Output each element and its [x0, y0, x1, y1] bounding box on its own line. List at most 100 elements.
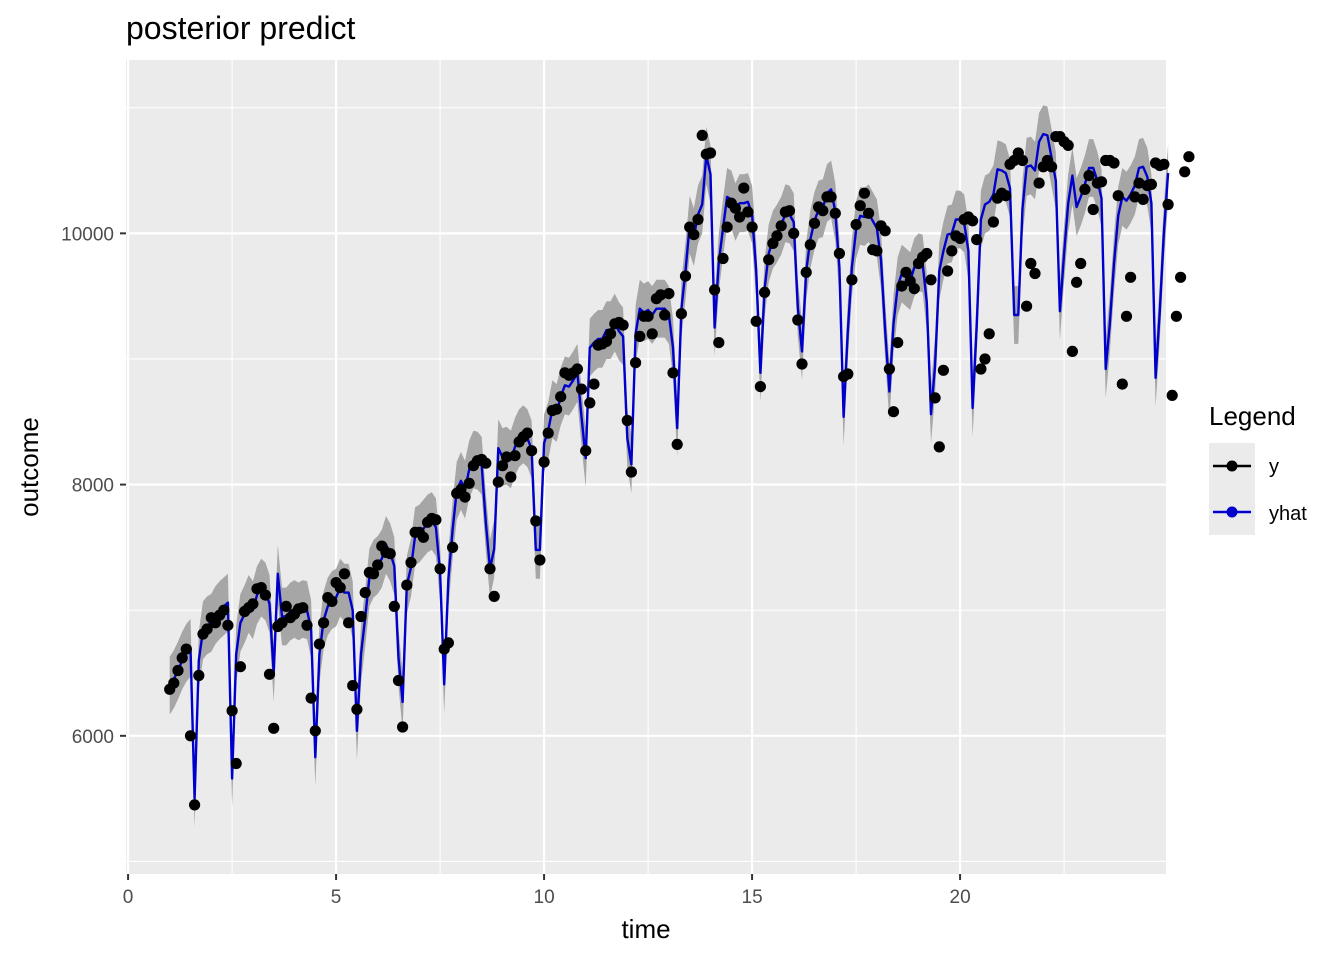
y-point [979, 353, 991, 365]
y-point [218, 604, 230, 616]
y-tick-label: 8000 [72, 476, 114, 497]
y-point [521, 427, 534, 439]
y-point [338, 568, 350, 580]
y-point [1137, 193, 1149, 205]
legend-title: Legend [1209, 401, 1296, 431]
y-point [309, 725, 321, 737]
legend-yhat-point [1226, 506, 1238, 518]
y-point [713, 337, 725, 349]
y-point [442, 637, 454, 649]
y-point [571, 363, 584, 375]
y-point [313, 638, 325, 650]
x-axis-title: time [621, 914, 670, 944]
y-point [854, 200, 866, 212]
y-point [259, 589, 271, 601]
y-point [858, 187, 871, 199]
y-point [575, 383, 588, 395]
y-point [268, 722, 280, 734]
y-point [887, 406, 900, 418]
y-point [301, 619, 313, 631]
y-point [883, 363, 896, 375]
y-point [326, 595, 338, 608]
y-point [617, 319, 629, 331]
x-axis: 0 5 10 15 20 [123, 874, 971, 908]
x-tick-label: 20 [950, 887, 971, 908]
y-point [492, 476, 504, 488]
y-point [833, 247, 846, 260]
y-point [1162, 198, 1174, 211]
x-tick-label: 5 [331, 887, 342, 908]
y-point [1062, 139, 1074, 151]
y-point [634, 330, 646, 342]
y-point [509, 450, 521, 462]
legend-key-y [1209, 443, 1255, 489]
y-point [372, 559, 384, 571]
y-point [796, 358, 808, 370]
y-point [230, 757, 242, 770]
y-point [937, 364, 950, 376]
y-point [397, 721, 409, 733]
y-point [775, 220, 787, 232]
y-point [804, 239, 816, 251]
y-point [1046, 161, 1058, 173]
y-point [792, 314, 804, 326]
y-point [971, 234, 983, 246]
y-point [226, 705, 238, 717]
y-point [488, 590, 500, 603]
y-point [1033, 177, 1045, 189]
y-point [351, 703, 363, 716]
y-point [297, 602, 309, 614]
y-point [1170, 310, 1182, 322]
y-point [1120, 310, 1133, 322]
y-point [1158, 158, 1170, 170]
y-point [987, 216, 1000, 228]
y-point [1116, 378, 1128, 390]
y-series [164, 129, 1195, 811]
y-point [679, 270, 692, 282]
y-point [729, 202, 742, 214]
y-point [305, 692, 317, 704]
y-point [463, 477, 475, 489]
y-point [759, 286, 771, 298]
legend: Legend y yhat [1209, 401, 1307, 535]
y-point [580, 445, 592, 457]
y-point [642, 310, 654, 322]
y-point [1145, 178, 1157, 190]
y-axis-title: outcome [14, 417, 44, 517]
y-point [754, 381, 767, 393]
y-point [430, 514, 442, 526]
y-point [921, 247, 933, 260]
y-point [667, 367, 679, 379]
legend-y-point [1226, 460, 1238, 472]
y-point [688, 229, 700, 241]
y-point [247, 598, 259, 610]
y-point [704, 147, 717, 159]
y-point [967, 215, 979, 227]
y-point [184, 730, 197, 742]
y-point [659, 309, 671, 321]
y-point [783, 205, 796, 217]
y-point [846, 274, 858, 286]
y-point [892, 337, 904, 349]
y-point [675, 308, 688, 320]
y-point [551, 403, 563, 415]
y-point [526, 445, 538, 457]
y-point [625, 466, 638, 478]
y-point [605, 328, 617, 340]
y-point [1021, 300, 1033, 312]
y-point [1000, 190, 1012, 202]
y-point [933, 441, 945, 453]
y-point [709, 284, 721, 296]
legend-key-yhat [1209, 489, 1255, 535]
y-point [734, 211, 746, 223]
y-point [501, 451, 513, 463]
y-point [1071, 276, 1083, 288]
y-point [717, 252, 729, 265]
y-point [738, 182, 750, 194]
y-point [355, 610, 367, 623]
y-point [584, 397, 596, 409]
y-point [1095, 176, 1108, 188]
minor-gridlines [126, 60, 1166, 874]
legend-label-y: y [1269, 456, 1279, 478]
y-point [663, 288, 675, 300]
